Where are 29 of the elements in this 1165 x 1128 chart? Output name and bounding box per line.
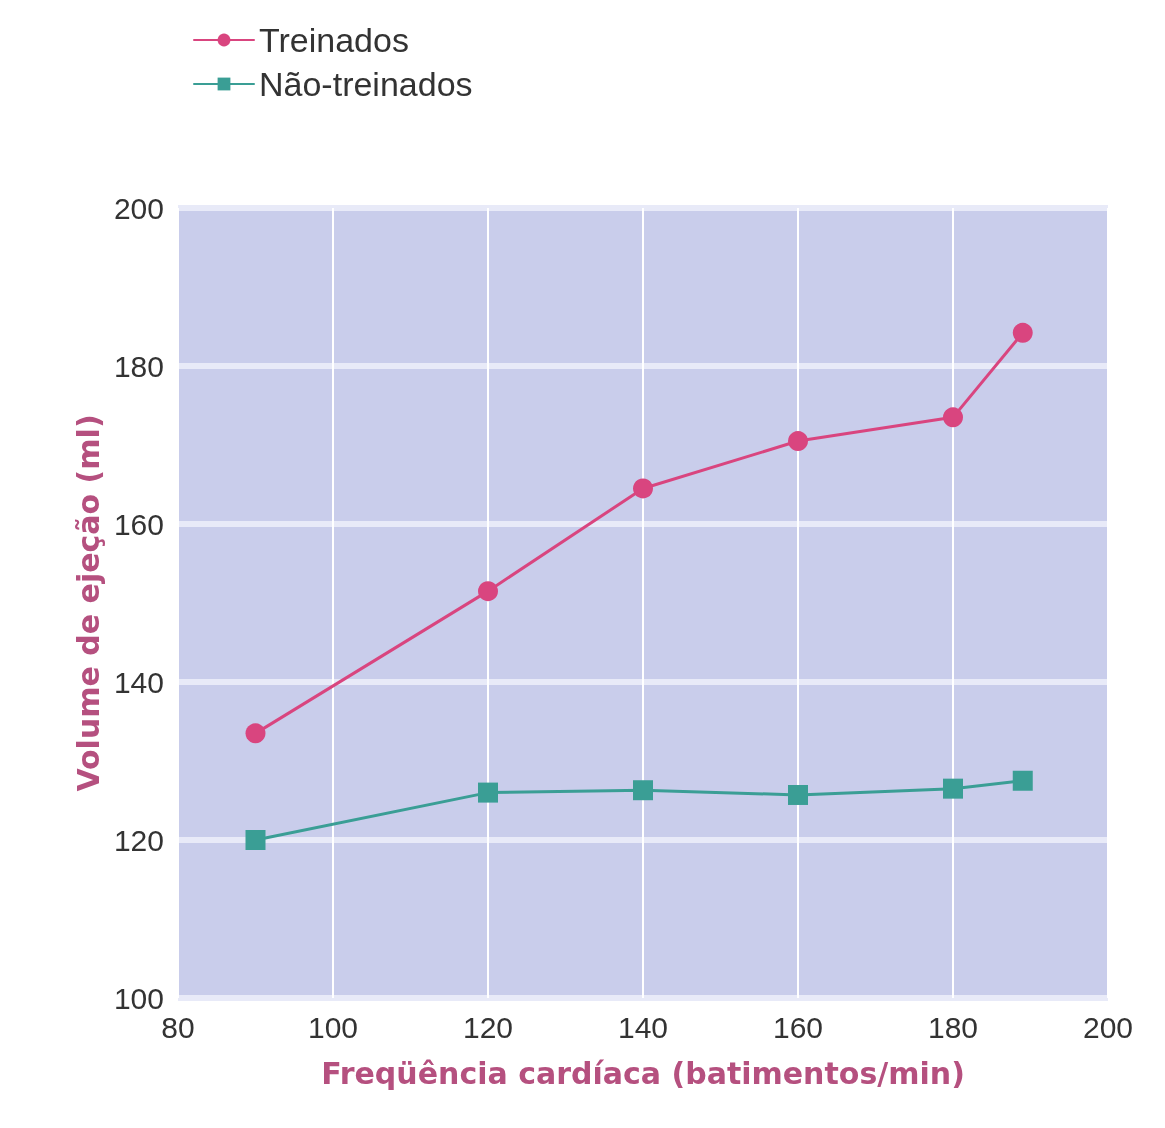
y-tick-label: 120 [113, 823, 164, 857]
y-tick-label: 200 [113, 191, 164, 225]
x-tick-label: 200 [1082, 1010, 1134, 1044]
point [478, 782, 498, 803]
x-tick-label: 180 [927, 1010, 979, 1044]
point [788, 784, 808, 805]
legend-label: Treinados [259, 21, 409, 59]
point [633, 780, 653, 801]
x-tick-label: 140 [617, 1010, 669, 1044]
point [633, 478, 653, 499]
y-tick-label: 180 [113, 349, 164, 383]
point [245, 723, 266, 744]
point [1012, 322, 1033, 343]
x-tick-label: 160 [772, 1010, 824, 1044]
x-tick-label: 80 [161, 1010, 195, 1044]
point [1012, 770, 1033, 791]
y-axis-title: Volume de ejeção (ml) [70, 414, 106, 792]
y-tick-label: 140 [113, 665, 164, 699]
y-tick-label: 100 [113, 981, 164, 1015]
point [788, 431, 808, 452]
point [943, 778, 963, 799]
x-axis-title: Freqüência cardíaca (batimentos/min) [321, 1055, 965, 1091]
x-tick-label: 100 [307, 1010, 359, 1044]
legend-label: Não-treinados [259, 65, 473, 103]
point [943, 407, 963, 428]
x-tick-label: 120 [462, 1010, 514, 1044]
y-tick-label: 160 [113, 507, 164, 541]
point [478, 581, 498, 602]
point [245, 830, 266, 850]
